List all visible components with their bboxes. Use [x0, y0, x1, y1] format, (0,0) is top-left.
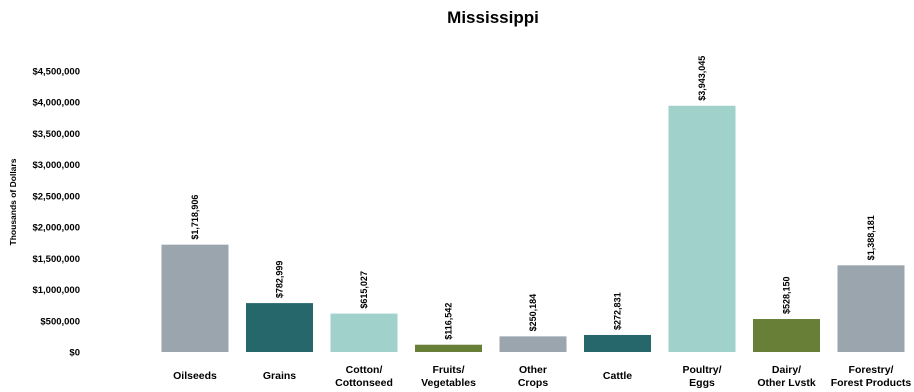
data-label: $615,027: [359, 271, 369, 309]
x-tick-label: Poultry/Eggs: [682, 364, 721, 389]
y-tick-label: $2,000,000: [32, 223, 80, 234]
y-tick-label: $2,500,000: [32, 191, 80, 202]
bar: [668, 105, 736, 352]
bar: [753, 319, 820, 352]
y-tick-label: $4,000,000: [32, 98, 80, 109]
bar: [584, 334, 651, 352]
x-tick-label: Other Crops: [518, 364, 548, 389]
bar: [415, 344, 482, 352]
y-tick-label: $500,000: [40, 316, 80, 327]
y-tick-label: $3,500,000: [32, 129, 80, 140]
x-tick-label: Fruits/Vegetables: [421, 364, 476, 389]
x-tick-label: Cattle: [603, 370, 632, 382]
x-axis-ticks: Oilseeds Grains Cotton/Cottonseed Fruits/Ve…: [173, 364, 911, 389]
y-tick-label: $1,000,000: [32, 285, 80, 296]
y-tick-label: $0: [69, 348, 80, 359]
data-label: $1,718,906: [190, 195, 200, 240]
data-labels: $1,718,906 $782,999 $615,027 $116,542 $250,1…: [190, 56, 876, 340]
data-label: $272,831: [613, 292, 623, 330]
data-label: $528,150: [782, 276, 792, 314]
bar: [837, 265, 905, 352]
bar: [161, 244, 229, 352]
bar: [330, 313, 398, 352]
data-label: $782,999: [275, 261, 285, 299]
y-tick-label: $4,500,000: [32, 67, 80, 78]
data-label: $3,943,045: [697, 56, 707, 101]
data-label: $116,542: [444, 303, 454, 340]
x-tick-label: Dairy/Other Lvstk: [757, 364, 816, 389]
x-tick-label: Grains: [263, 370, 296, 382]
data-label: $1,388,181: [866, 215, 876, 260]
y-tick-label: $1,500,000: [32, 254, 80, 265]
chart-title: Mississippi: [447, 8, 539, 27]
x-tick-label: Cotton/Cottonseed: [335, 364, 393, 389]
data-label: $250,184: [528, 294, 538, 332]
bars: [161, 105, 905, 352]
y-axis-label: Thousands of Dollars: [8, 158, 18, 245]
bar: [246, 303, 313, 352]
x-tick-label: Forestry/Forest Products: [831, 364, 912, 389]
y-tick-label: $3,000,000: [32, 160, 80, 171]
bar: [499, 336, 567, 352]
y-axis-ticks: $0 $500,000 $1,000,000 $1,500,000 $2,000,000…: [32, 67, 80, 359]
x-tick-label: Oilseeds: [173, 370, 217, 382]
